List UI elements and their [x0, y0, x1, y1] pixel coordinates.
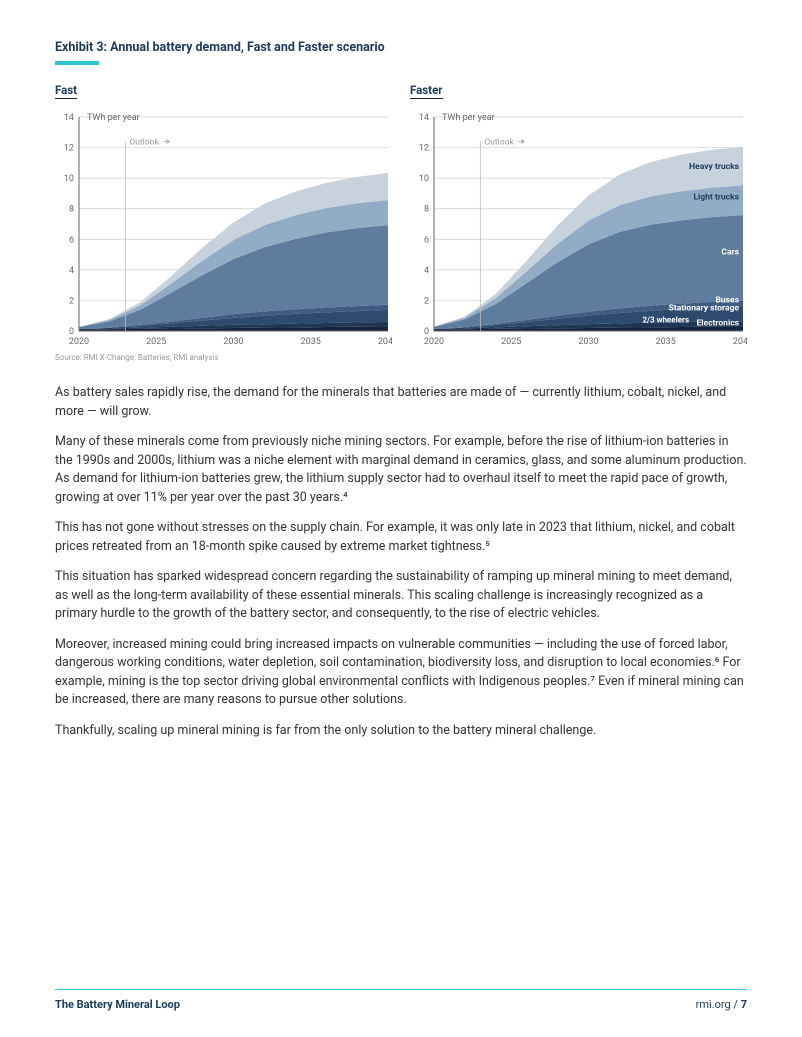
svg-text:Light trucks: Light trucks [693, 193, 739, 203]
svg-text:10: 10 [64, 174, 74, 184]
svg-text:2: 2 [69, 296, 74, 306]
body-paragraph: This situation has sparked widespread co… [55, 568, 747, 624]
svg-text:2030: 2030 [578, 337, 598, 347]
body-paragraph: This has not gone without stresses on th… [55, 519, 747, 556]
svg-text:2020: 2020 [69, 337, 89, 347]
svg-text:14: 14 [64, 113, 74, 123]
svg-text:2: 2 [424, 296, 429, 306]
body-text: As battery sales rapidly rise, the deman… [55, 384, 747, 740]
svg-text:2025: 2025 [146, 337, 166, 347]
svg-text:8: 8 [424, 205, 429, 215]
footer-title: The Battery Mineral Loop [55, 998, 180, 1011]
svg-text:4: 4 [69, 266, 74, 276]
body-paragraph: Many of these minerals come from previou… [55, 433, 747, 507]
footer-page-num: 7 [741, 998, 747, 1011]
svg-text:14: 14 [419, 113, 429, 123]
svg-text:TWh per year: TWh per year [87, 113, 140, 123]
chart-source: Source: RMI X-Change: Batteries; RMI ana… [55, 353, 747, 362]
chart-fast-title: Fast [55, 83, 77, 99]
svg-text:Outlook: Outlook [129, 138, 159, 148]
svg-text:Cars: Cars [721, 248, 739, 258]
body-paragraph: Moreover, increased mining could bring i… [55, 636, 747, 710]
svg-text:8: 8 [69, 205, 74, 215]
svg-text:12: 12 [419, 144, 429, 154]
svg-text:2040: 2040 [733, 337, 747, 347]
footer-page-ref: rmi.org / 7 [696, 998, 747, 1011]
svg-text:2020: 2020 [424, 337, 444, 347]
svg-text:6: 6 [69, 235, 74, 245]
svg-text:12: 12 [64, 144, 74, 154]
svg-text:Electronics: Electronics [696, 319, 739, 329]
charts-row: Fast 2 4 6 8 10 12 14 0 TWh per year 2020 2025 2030… [55, 79, 747, 349]
svg-text:2035: 2035 [656, 337, 676, 347]
chart-faster: Faster 2 4 6 8 10 12 14 0 TWh per year 2020 2025 20… [410, 79, 747, 349]
svg-text:0: 0 [424, 327, 429, 337]
chart-faster-svg: 2 4 6 8 10 12 14 0 TWh per year 2020 2025 2030 2035 2… [410, 109, 747, 349]
body-paragraph: As battery sales rapidly rise, the deman… [55, 384, 747, 421]
svg-text:0: 0 [69, 327, 74, 337]
exhibit-title: Exhibit 3: Annual battery demand, Fast a… [55, 40, 747, 55]
accent-bar [55, 61, 99, 65]
svg-text:Heavy trucks: Heavy trucks [689, 162, 739, 172]
svg-text:4: 4 [424, 266, 429, 276]
svg-text:Outlook: Outlook [484, 138, 514, 148]
svg-text:6: 6 [424, 235, 429, 245]
svg-text:10: 10 [419, 174, 429, 184]
body-paragraph: Thankfully, scaling up mineral mining is… [55, 722, 747, 741]
chart-fast-svg: 2 4 6 8 10 12 14 0 TWh per year 2020 2025 2030 2035 2… [55, 109, 392, 349]
footer-url: rmi.org [696, 998, 731, 1011]
svg-text:2030: 2030 [223, 337, 243, 347]
svg-text:TWh per year: TWh per year [442, 113, 495, 123]
svg-text:2/3 wheelers: 2/3 wheelers [642, 316, 689, 325]
chart-faster-title: Faster [410, 83, 443, 99]
svg-text:Stationary storage: Stationary storage [669, 303, 740, 313]
footer-sep: / [731, 998, 741, 1011]
svg-text:2035: 2035 [301, 337, 321, 347]
svg-text:2040: 2040 [378, 337, 392, 347]
chart-fast: Fast 2 4 6 8 10 12 14 0 TWh per year 2020 2025 2030… [55, 79, 392, 349]
page-footer: The Battery Mineral Loop rmi.org / 7 [55, 989, 747, 1011]
svg-text:2025: 2025 [501, 337, 521, 347]
